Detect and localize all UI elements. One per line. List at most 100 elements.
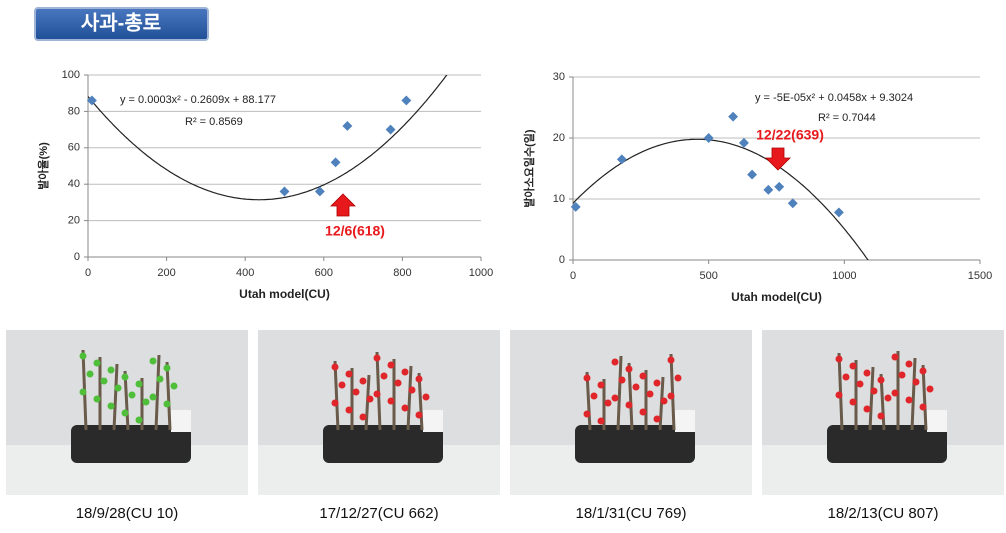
bud: [122, 410, 129, 417]
bud: [416, 376, 423, 383]
bud: [409, 387, 416, 394]
bud: [171, 383, 178, 390]
bud: [360, 414, 367, 421]
photo: 18/2/13(CU 807): [762, 330, 1004, 522]
data-point: [342, 121, 352, 131]
r-squared: R² = 0.7044: [818, 112, 876, 124]
data-point: [617, 154, 627, 164]
bud: [864, 370, 871, 377]
bud: [899, 372, 906, 379]
chart: 02040608010002004006008001000Utah model(…: [36, 25, 493, 301]
photo-caption: 18/2/13(CU 807): [828, 505, 939, 522]
y-tick-label: 10: [553, 193, 565, 205]
bud: [346, 407, 353, 414]
bud: [80, 353, 87, 360]
bud: [332, 364, 339, 371]
bud: [136, 381, 143, 388]
bud: [647, 391, 654, 398]
bud: [157, 376, 164, 383]
bud: [843, 374, 850, 381]
bud: [668, 393, 675, 400]
y-tick-label: 20: [553, 132, 565, 144]
bud: [871, 388, 878, 395]
trendline: [88, 25, 481, 199]
bud: [150, 394, 157, 401]
bud: [605, 400, 612, 407]
bud: [402, 369, 409, 376]
bud: [584, 411, 591, 418]
y-axis-label: 발아율(%): [36, 142, 50, 190]
bud: [913, 379, 920, 386]
bud: [661, 398, 668, 405]
x-tick-label: 800: [393, 267, 411, 279]
equation: y = 0.0003x² - 0.2609x + 88.177: [120, 94, 276, 106]
photo-caption: 18/1/31(CU 769): [576, 505, 687, 522]
bud: [423, 394, 430, 401]
bud: [626, 366, 633, 373]
bud: [857, 381, 864, 388]
bud: [885, 395, 892, 402]
data-point: [763, 185, 773, 195]
bud: [339, 382, 346, 389]
page: 사과-총로 02040608010002004006008001000Utah …: [0, 0, 1006, 528]
x-tick-label: 1500: [968, 270, 992, 282]
bud: [353, 389, 360, 396]
arrow: [766, 148, 790, 170]
bud: [892, 354, 899, 361]
photo: 18/1/31(CU 769): [510, 330, 752, 522]
photo-caption: 18/9/28(CU 10): [76, 505, 179, 522]
x-tick-label: 200: [157, 267, 175, 279]
bud: [906, 397, 913, 404]
bud: [920, 404, 927, 411]
bud: [374, 355, 381, 362]
label-card: [423, 410, 443, 432]
bud: [892, 390, 899, 397]
bud: [591, 393, 598, 400]
bud: [381, 373, 388, 380]
bud: [612, 395, 619, 402]
y-tick-label: 100: [62, 69, 80, 81]
y-axis-label: 발아소요일수(일): [522, 129, 536, 208]
bud: [87, 371, 94, 378]
equation: y = -5E-05x² + 0.0458x + 9.3024: [755, 92, 913, 104]
data-point: [386, 125, 396, 135]
x-tick-label: 1000: [832, 270, 856, 282]
bud: [108, 403, 115, 410]
y-tick-label: 80: [68, 105, 80, 117]
label-card: [171, 410, 191, 432]
bud: [360, 378, 367, 385]
bud: [388, 362, 395, 369]
bud: [640, 409, 647, 416]
bud: [878, 377, 885, 384]
bud: [367, 396, 374, 403]
annotation: 12/22(639): [756, 127, 824, 143]
bud: [850, 399, 857, 406]
data-point: [728, 112, 738, 122]
label-card: [675, 410, 695, 432]
y-tick-label: 20: [68, 215, 80, 227]
arrow: [331, 194, 355, 216]
bud: [864, 406, 871, 413]
annotation: 12/6(618): [325, 223, 385, 239]
x-tick-label: 1000: [469, 267, 493, 279]
y-tick-label: 40: [68, 178, 80, 190]
bud: [150, 358, 157, 365]
bud: [122, 374, 129, 381]
bud: [619, 377, 626, 384]
bud: [836, 356, 843, 363]
bud: [374, 391, 381, 398]
data-point: [704, 133, 714, 143]
bud: [395, 380, 402, 387]
bud: [136, 417, 143, 424]
x-axis-label: Utah model(CU): [239, 287, 330, 301]
x-tick-label: 600: [315, 267, 333, 279]
bud: [108, 367, 115, 374]
data-point: [571, 202, 581, 212]
y-tick-label: 30: [553, 71, 565, 83]
bud: [416, 412, 423, 419]
photo: 18/9/28(CU 10): [6, 330, 248, 522]
bud: [640, 373, 647, 380]
bud: [346, 371, 353, 378]
data-point: [739, 138, 749, 148]
bud: [654, 380, 661, 387]
